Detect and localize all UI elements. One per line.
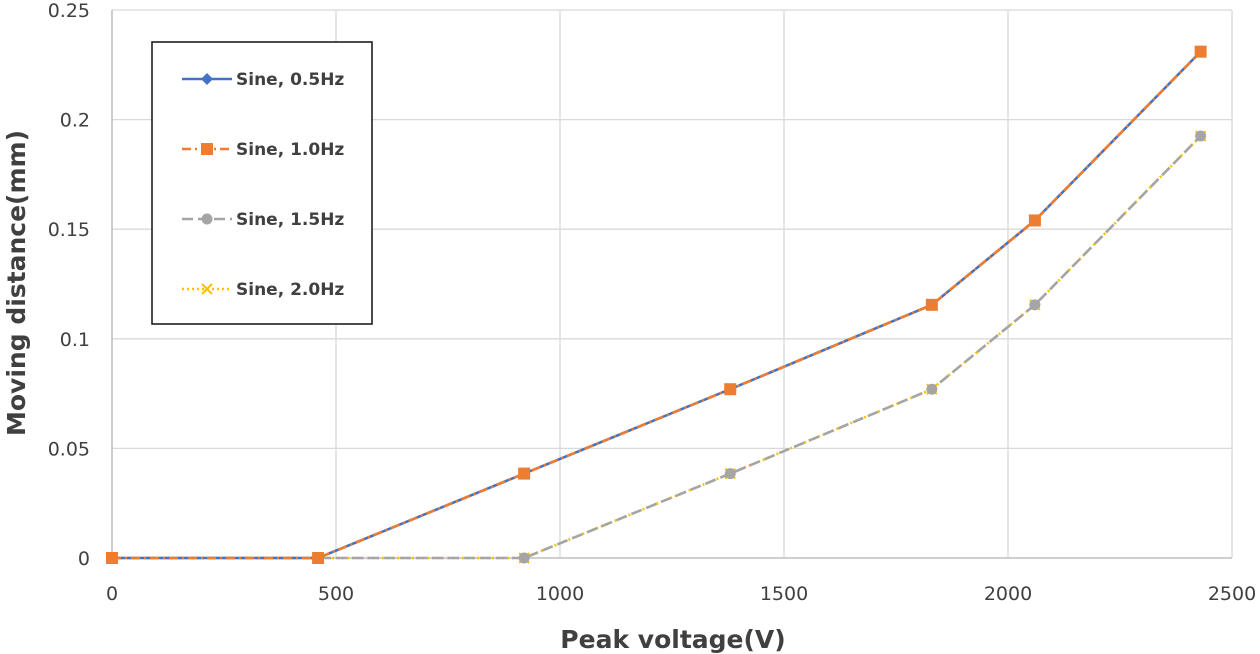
legend-box [151,41,373,325]
data-point [926,383,938,395]
x-tick-label: 1500 [760,583,808,605]
legend-label: Sine, 0.5Hz [236,70,344,90]
legend-marker [201,143,213,155]
data-point [724,468,736,480]
y-tick-label: 0.1 [60,329,90,351]
x-tick-label: 500 [318,583,354,605]
legend-item: Sine, 0.5Hz [182,70,344,90]
data-point [925,298,938,311]
data-point [518,467,531,480]
x-tick-label: 2500 [1208,583,1256,605]
data-point [106,552,118,564]
x-axis-title: Peak voltage(V) [560,625,785,654]
series-lines [106,45,1207,564]
y-axis-title: Moving distance(mm) [2,130,31,436]
y-tick-label: 0.15 [48,219,90,241]
data-point [724,383,737,396]
series-2 [106,45,1207,564]
legend-item: Sine, 1.5Hz [182,210,344,230]
y-tick-label: 0 [78,548,90,570]
legend-item: Sine, 2.0Hz [182,280,344,300]
legend-label: Sine, 1.0Hz [236,140,344,160]
legend-label: Sine, 1.5Hz [236,210,344,230]
y-tick-label: 0.05 [48,438,90,460]
legend-item: Sine, 1.0Hz [182,140,344,160]
data-point [518,552,530,564]
legend-marker [201,213,213,225]
tick-labels: 0 500 1000 1500 2000 2500 0 0.05 0.1 0.15 0.2 0.25 [48,0,1256,605]
data-point [1195,130,1207,142]
data-point [1194,45,1207,58]
data-point [1028,214,1041,227]
data-point [312,552,325,564]
legend-marker [201,73,213,85]
x-tick-label: 2000 [984,583,1032,605]
data-point [1029,299,1041,311]
gridlines [112,9,1233,558]
legend: Sine, 0.5Hz Sine, 1.0Hz Sine, 1.5Hz Sine, 2… [151,41,373,325]
legend-marker [201,283,213,295]
x-tick-label: 0 [106,583,118,605]
legend-label: Sine, 2.0Hz [236,280,344,300]
y-tick-label: 0.25 [48,0,90,22]
y-tick-label: 0.2 [60,110,90,132]
x-tick-label: 1000 [536,583,584,605]
